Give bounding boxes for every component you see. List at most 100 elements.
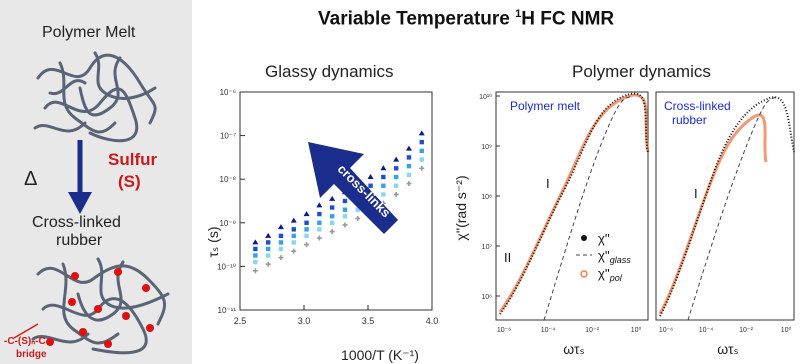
glassy-point [393,174,399,180]
glassy-point [291,227,296,232]
glassy-chart: 2.5 3.0 3.5 4.010⁻⁶10⁻⁷10⁻⁸10⁻⁹10⁻¹⁰10⁻¹¹ c… [205,88,439,363]
glassy-xtick-label: 3.0 [298,316,311,326]
glassy-point [342,198,348,204]
glassy-point [253,246,258,252]
polymer-ytick-label: 10⁹ [481,144,492,151]
glassy-point [317,227,322,232]
glassy-point [278,255,284,261]
legend-chi: χ'' [598,231,610,246]
glassy-point [291,240,296,245]
glassy-point [316,235,322,241]
glassy-point [278,233,284,239]
polymer-ytick-label: 10⁶ [481,294,492,301]
cross-linked-network [31,257,170,355]
glassy-point [329,220,335,225]
glassy-point [329,195,336,201]
glassy-point [381,192,386,197]
glassy-point [304,220,309,225]
glassy-ytick-label: 10⁻⁸ [220,175,237,184]
glassy-point [381,183,386,188]
glassy-point [355,215,361,221]
polymer-melt-chains [33,51,157,143]
polymer-melt-frame [495,91,649,321]
bridge-formula: -C-(S)ₙ-C- [4,336,50,347]
polymer-melt-label: Polymer melt [510,99,581,113]
glassy-point [304,233,309,239]
polymer-xtick-label: 10⁻⁶ [497,327,511,334]
glassy-point [329,205,335,210]
glassy-point [418,130,425,136]
glassy-point [265,240,271,245]
glassy-point [290,217,297,223]
glassy-point [419,139,424,145]
polymer-xtick-label: 10⁻⁴ [699,327,714,334]
glassy-point [368,183,373,188]
rubber-label: rubber [56,232,103,249]
glassy-point [265,232,272,238]
glassy-point [265,246,271,252]
legend-chi-pol: χ''pol [598,266,623,283]
legend-chi-glass: χ''glass [598,248,631,265]
glassy-xtick-label: 3.5 [362,316,375,326]
glassy-title: Glassy dynamics [265,62,394,81]
glassy-point [367,174,374,180]
glassy-point [342,222,348,228]
glassy-xtick-label: 4.0 [426,316,439,326]
polymer-xlabel-2: ωτₛ [717,341,739,357]
region-I-rubber: I [694,186,698,201]
glassy-point [303,211,310,217]
glassy-point [342,207,348,212]
glassy-point [406,155,412,160]
sulfur-symbol: (S) [118,172,141,191]
polymer-xtick-label: 10⁰ [631,326,642,334]
glassy-plot-frame [239,91,433,311]
polymer-ytick-label: 10⁷ [482,244,493,251]
polymer-xtick-label: 10⁻² [739,327,753,334]
rubber-label-1: Cross-linked [664,99,731,113]
chi-glass-curve-rubber [687,95,779,321]
polymer-melt-label: Polymer Melt [42,24,136,41]
glassy-ytick-label: 10⁻¹⁰ [217,262,236,271]
glassy-point [393,191,399,197]
polymer-xtick-label: 10⁻⁴ [541,327,556,334]
polymer-ytick-label: 10¹⁰ [479,93,492,101]
glassy-point [317,220,322,225]
glassy-point [277,224,284,230]
legend-marker-pol [580,270,588,278]
glassy-point [380,165,387,171]
legend-marker-chi [581,235,587,241]
polymer-xtick-label: 10⁻² [585,327,599,334]
polymer-xtick-label: 10⁻⁶ [659,327,673,334]
glassy-point [291,233,296,239]
region-I-melt: I [546,176,550,191]
glassy-point [278,246,284,252]
sulfur-label: Sulfur [108,150,158,169]
chi-total-curve-melt [499,92,649,315]
glassy-xtick-label: 2.5 [234,316,247,326]
glassy-ytick-label: 10⁻⁷ [220,132,236,141]
region-II-melt: II [504,250,511,265]
glassy-ytick-label: 10⁻⁶ [220,88,236,97]
polymer-chart: 10¹⁰ 10⁹ 10⁸ 10⁷ 10⁶ 10⁻⁶ 10⁻⁶ 10⁻⁴ 10⁻⁴ 10⁻² 10⁻²… [453,91,795,357]
rubber-label-2: rubber [672,113,707,127]
polymer-xtick-label: 10⁰ [781,326,792,334]
glassy-point [381,174,386,180]
bridge-label: bridge [16,349,47,360]
polymer-ytick-label: 10⁸ [481,194,492,201]
heat-symbol: Δ [24,168,38,190]
glassy-point [405,145,412,151]
glassy-point [278,240,284,245]
glassy-point [252,239,259,245]
glassy-point [355,207,360,212]
glassy-point [304,242,310,248]
chi-glass-curve-melt [543,95,633,321]
glassy-ylabel: τₛ (s) [205,227,221,258]
glassy-point [406,163,412,169]
glassy-point [304,227,309,232]
glassy-point [291,248,297,254]
polymer-ylabel: χ''(rad s⁻²) [453,175,469,240]
glassy-point [393,156,400,162]
glassy-point [253,253,258,258]
glassy-xlabel: 1000/T (K⁻¹) [341,347,419,363]
